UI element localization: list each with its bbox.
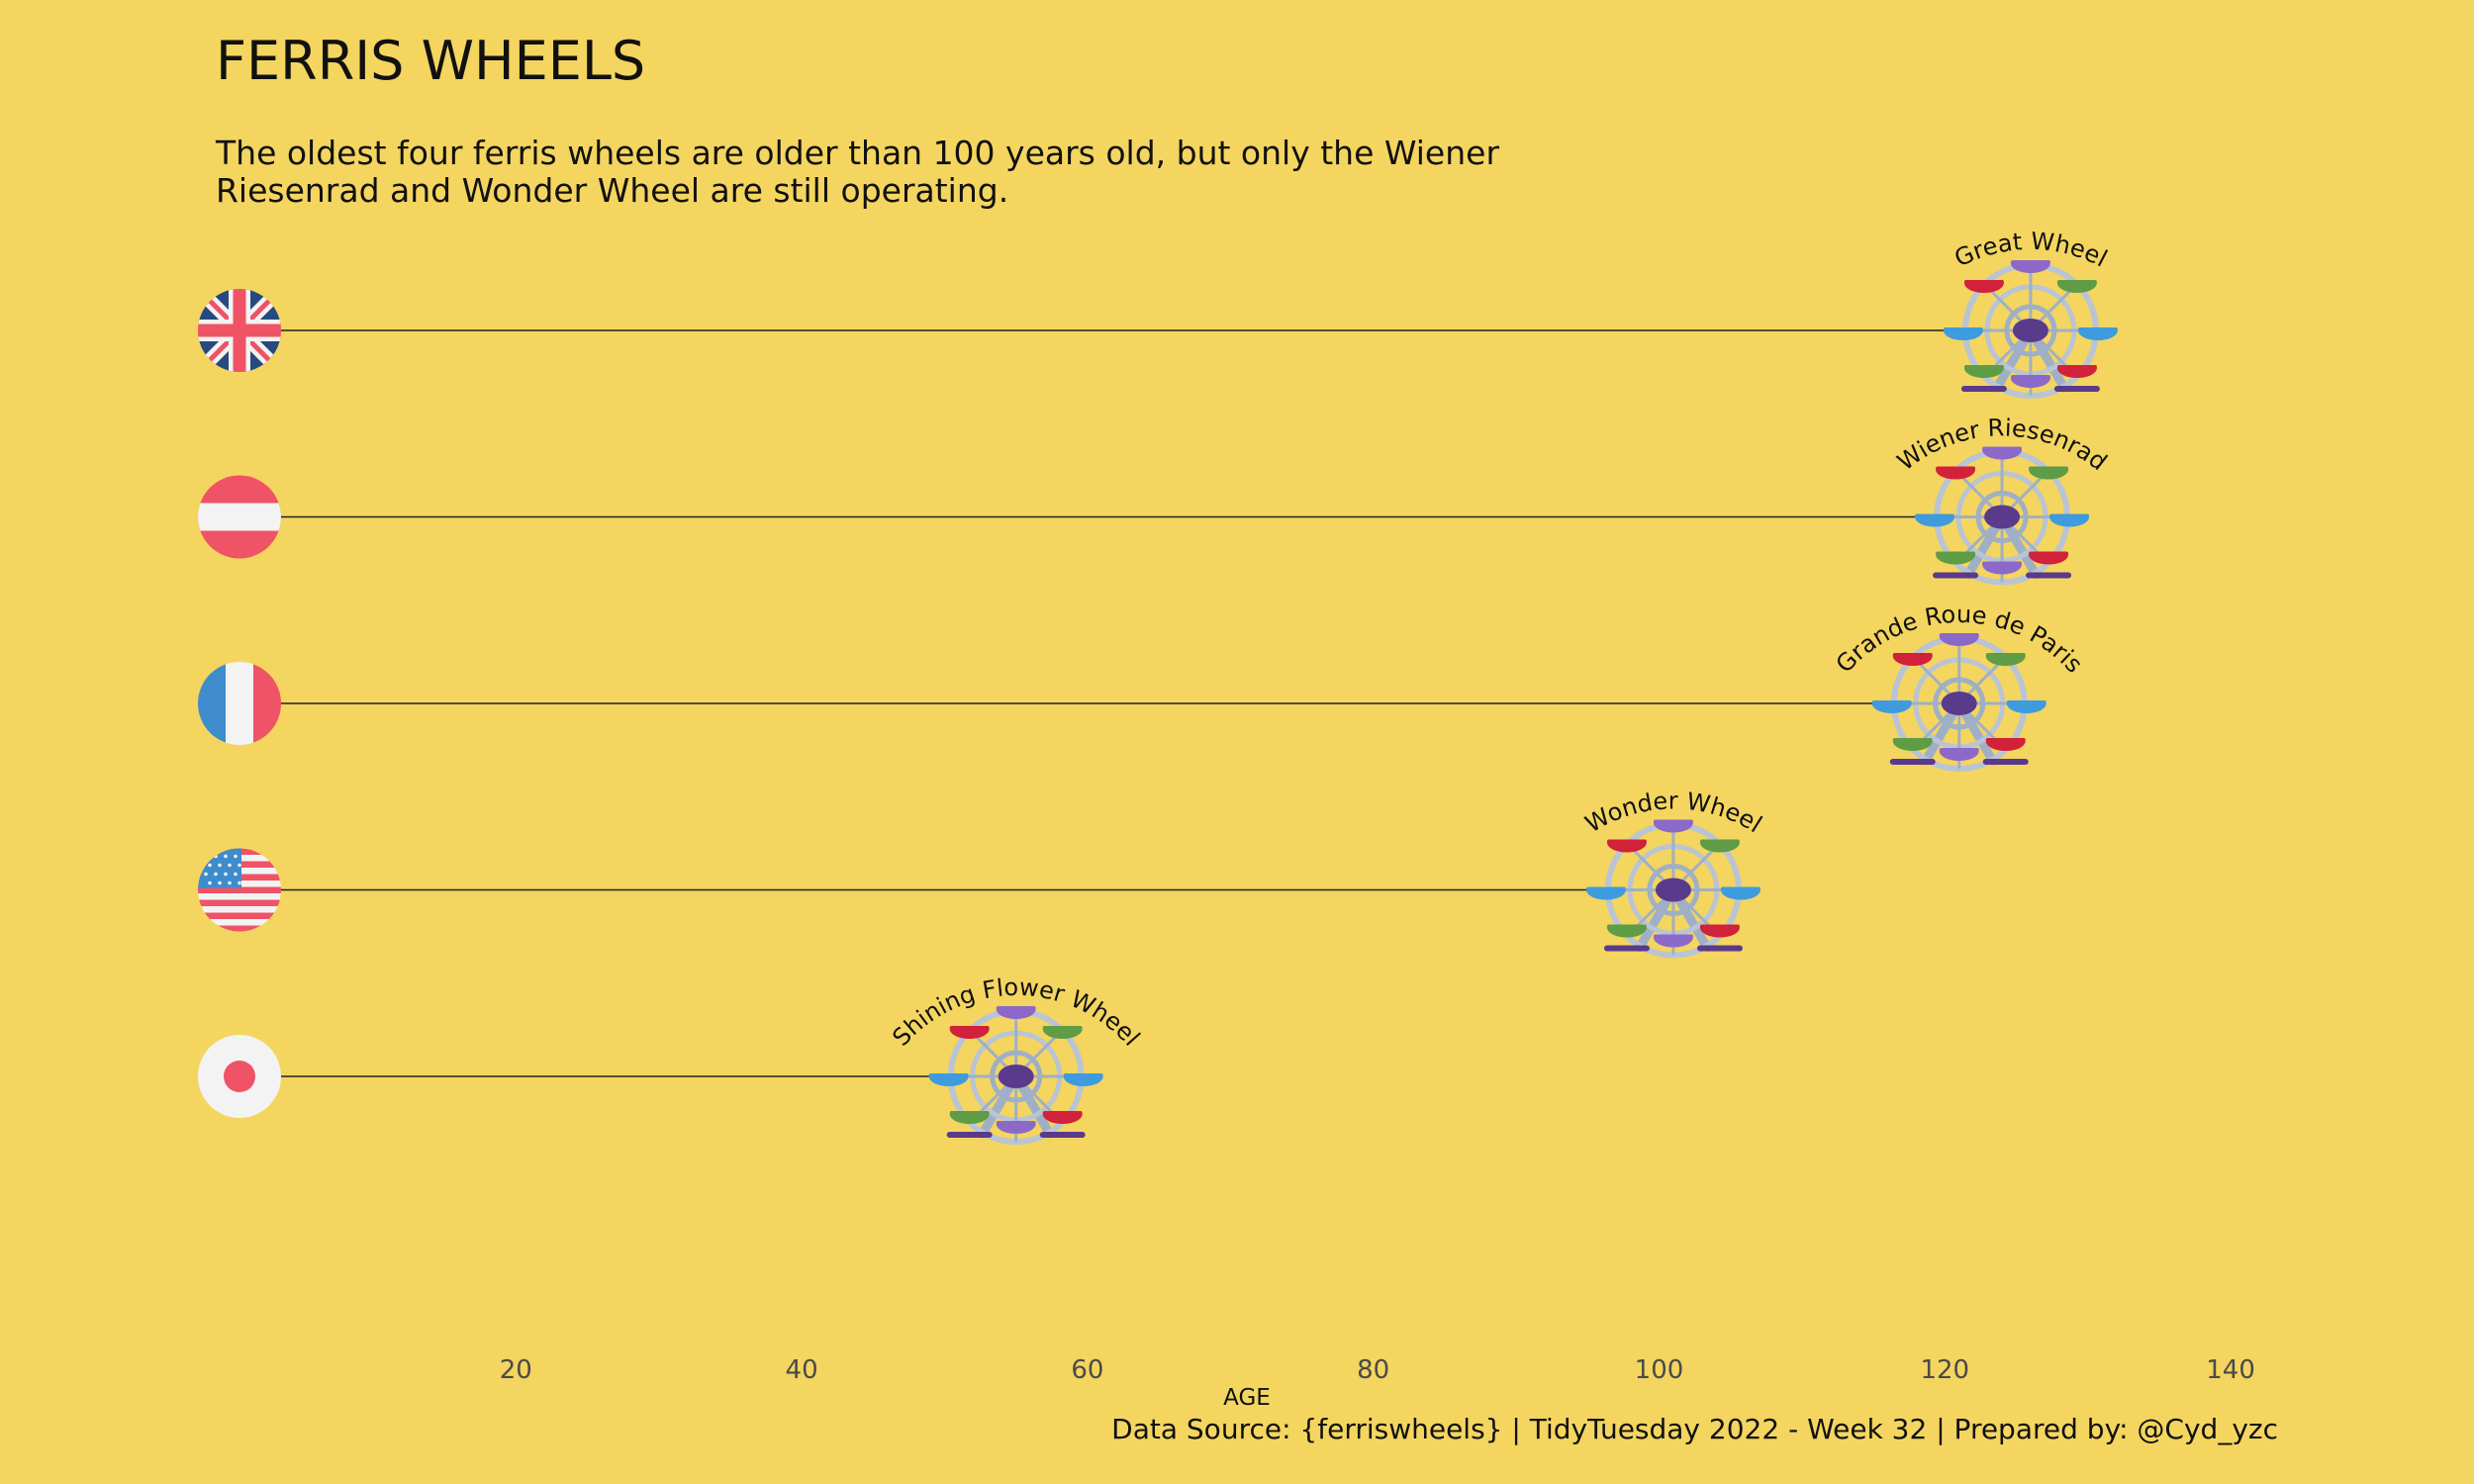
x-axis: 20 40 60 80 100 120 140 — [500, 1355, 2255, 1385]
ferris-wheel-icon — [1915, 446, 2090, 586]
x-tick-label: 120 — [1920, 1355, 1969, 1385]
chart-title: FERRIS WHEELS — [216, 30, 645, 92]
austria-flag-icon — [198, 475, 281, 559]
subtitle-line-2: Riesenrad and Wonder Wheel are still ope… — [216, 171, 1008, 210]
japan-flag-icon — [198, 1035, 281, 1118]
x-tick-label: 80 — [1357, 1355, 1389, 1385]
x-tick-label: 60 — [1071, 1355, 1103, 1385]
x-tick-label: 20 — [500, 1355, 532, 1385]
ferris-wheel-icon — [1943, 260, 2118, 399]
france-flag-icon — [198, 662, 281, 745]
subtitle-line-1: The oldest four ferris wheels are older … — [215, 134, 1499, 172]
uk-flag-icon — [198, 289, 281, 372]
ferris-wheel-icon — [928, 1006, 1103, 1145]
ferris-wheel-icon — [1585, 819, 1760, 959]
x-axis-label: AGE — [1223, 1385, 1271, 1411]
caption: Data Source: {ferriswheels} | TidyTuesda… — [1111, 1413, 2278, 1445]
usa-flag-icon — [198, 848, 281, 932]
ferris-wheel-icon — [1871, 633, 2046, 772]
x-tick-label: 40 — [786, 1355, 818, 1385]
x-tick-label: 100 — [1635, 1355, 1684, 1385]
x-tick-label: 140 — [2206, 1355, 2255, 1385]
